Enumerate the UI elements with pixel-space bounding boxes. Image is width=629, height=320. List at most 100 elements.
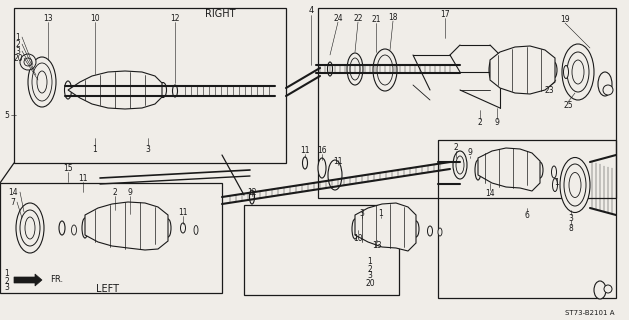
Ellipse shape [20,210,40,246]
Text: 3: 3 [569,213,574,222]
Polygon shape [490,46,555,94]
Text: 3: 3 [4,284,9,292]
Text: 2: 2 [16,39,20,49]
Text: 5: 5 [4,110,9,119]
Ellipse shape [328,160,342,190]
Text: 2: 2 [477,117,482,126]
Ellipse shape [456,156,464,174]
Text: 1: 1 [555,178,559,187]
Text: 25: 25 [563,100,573,109]
Text: 3: 3 [360,209,364,218]
Text: 14: 14 [8,188,18,196]
Ellipse shape [59,221,65,235]
Text: 16: 16 [317,146,327,155]
Bar [0,183,222,293]
Text: 11: 11 [78,173,88,182]
Circle shape [604,285,612,293]
Text: 2: 2 [367,265,372,274]
Ellipse shape [562,44,594,100]
Text: 22: 22 [353,13,363,22]
Text: 15: 15 [63,164,73,172]
Text: 1: 1 [16,33,20,42]
Bar [244,205,399,295]
Ellipse shape [16,203,44,253]
Bar [438,140,616,298]
Ellipse shape [165,219,171,237]
Ellipse shape [428,226,433,236]
Text: 8: 8 [569,223,574,233]
Ellipse shape [72,225,77,235]
Text: 2: 2 [4,276,9,285]
Text: 13: 13 [43,13,53,22]
Ellipse shape [37,71,47,93]
Text: 19: 19 [560,14,570,23]
Text: ST73-B2101 A: ST73-B2101 A [565,310,615,316]
Ellipse shape [250,190,255,204]
Ellipse shape [537,162,543,178]
Text: 9: 9 [128,188,133,196]
Ellipse shape [82,218,88,238]
Text: 10: 10 [353,234,363,243]
Text: 18: 18 [388,12,398,21]
Bar [318,8,616,198]
Text: 24: 24 [333,13,343,22]
Text: 12: 12 [170,13,180,22]
Ellipse shape [572,60,584,84]
Text: 23: 23 [544,85,554,94]
Ellipse shape [328,62,333,76]
Text: FR.: FR. [50,276,63,284]
Ellipse shape [160,83,167,98]
Text: 1: 1 [379,209,383,218]
Text: 12: 12 [247,188,257,196]
Ellipse shape [560,157,590,212]
Ellipse shape [25,217,35,239]
Ellipse shape [567,52,589,92]
Text: 7: 7 [11,197,16,206]
Text: 9: 9 [494,117,499,126]
Ellipse shape [564,66,569,78]
Ellipse shape [438,228,442,236]
Text: 13: 13 [372,241,382,250]
Text: 3: 3 [16,46,20,55]
Text: RIGHT: RIGHT [205,9,235,19]
Circle shape [603,85,613,95]
Text: 2: 2 [113,188,118,196]
Text: 11: 11 [178,207,187,217]
Ellipse shape [28,57,56,107]
Ellipse shape [489,60,495,80]
Bar [14,8,286,163]
Circle shape [20,54,36,70]
Text: 20: 20 [13,53,23,62]
Ellipse shape [350,58,360,80]
Ellipse shape [65,81,72,99]
Ellipse shape [32,63,52,101]
Text: 10: 10 [90,13,100,22]
Polygon shape [478,148,540,191]
Ellipse shape [598,72,612,96]
Ellipse shape [347,53,363,85]
Text: 14: 14 [485,188,495,197]
Ellipse shape [552,179,557,191]
Text: 1: 1 [367,258,372,267]
Polygon shape [14,274,42,286]
Text: 2: 2 [454,142,459,151]
Text: 3: 3 [367,271,372,281]
Text: 3: 3 [145,145,150,154]
Ellipse shape [318,158,326,178]
Text: 1: 1 [4,269,9,278]
Text: 21: 21 [371,14,381,23]
Ellipse shape [564,164,586,206]
Text: 17: 17 [440,10,450,19]
Text: 11: 11 [333,156,343,165]
Ellipse shape [377,55,393,85]
Ellipse shape [413,221,419,237]
Ellipse shape [352,219,358,239]
Polygon shape [68,71,162,109]
Text: 9: 9 [467,148,472,156]
Ellipse shape [172,85,177,97]
Polygon shape [85,202,168,250]
Ellipse shape [194,226,198,235]
Text: 4: 4 [308,5,314,14]
Text: 6: 6 [525,211,530,220]
Text: LEFT: LEFT [96,284,120,294]
